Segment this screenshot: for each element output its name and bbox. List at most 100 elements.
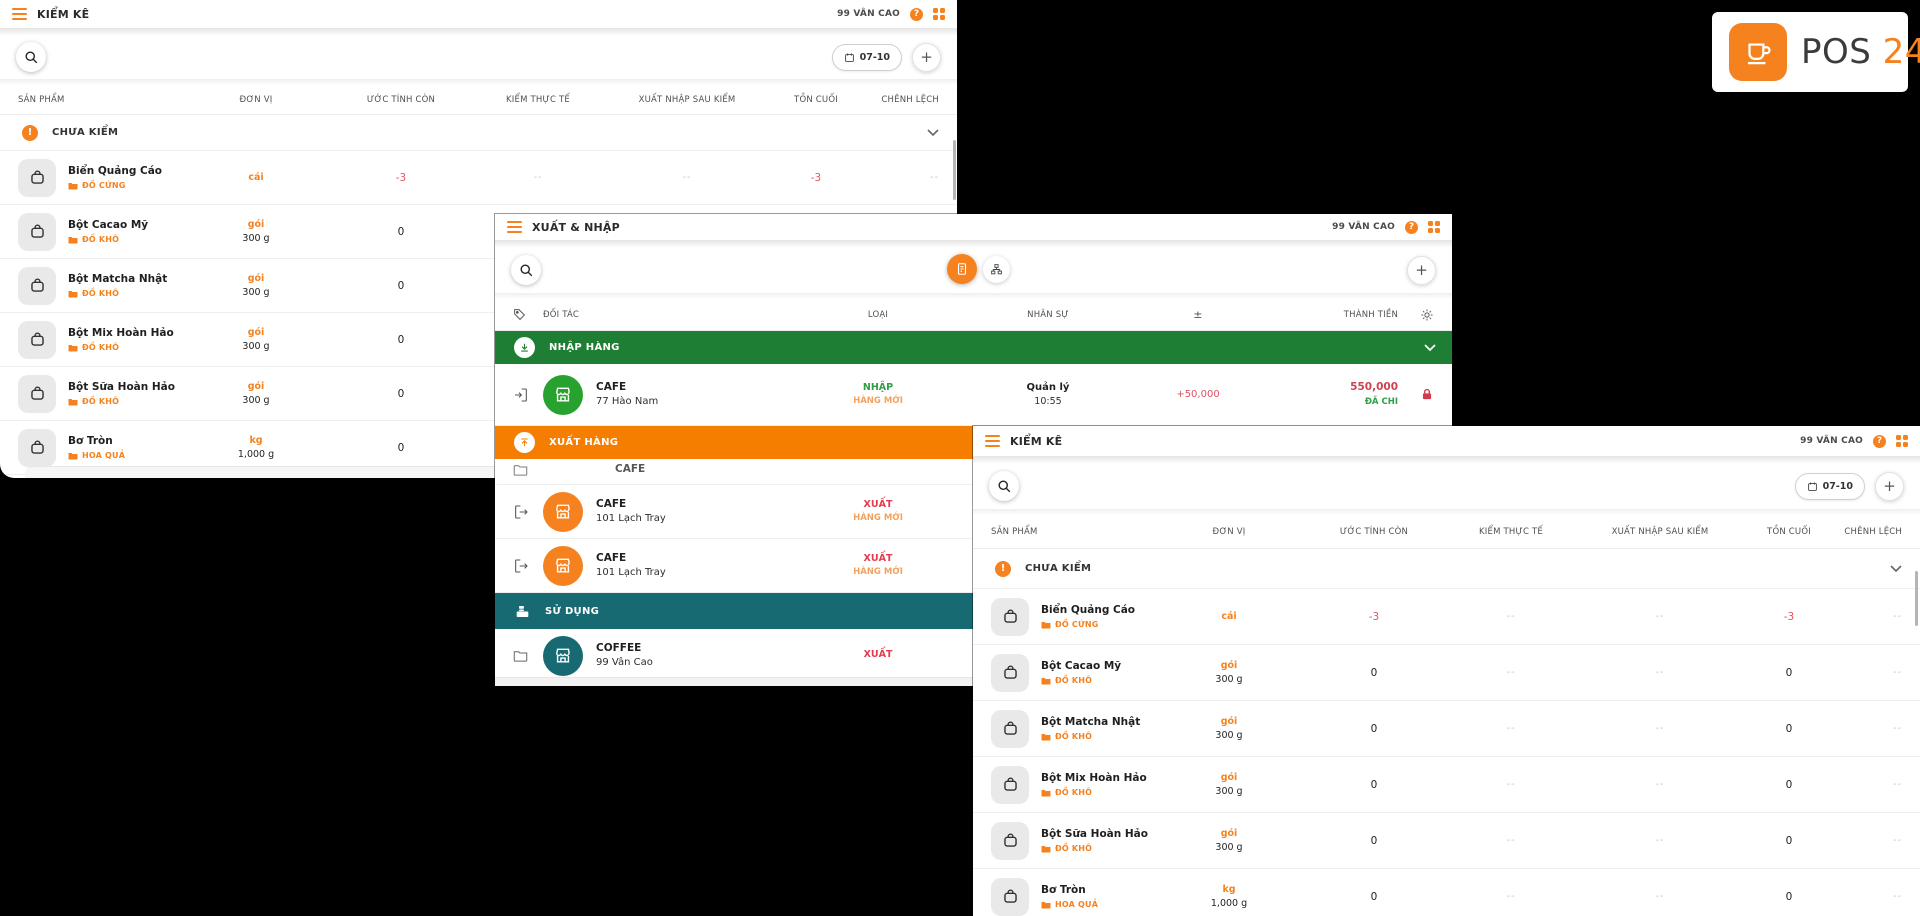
estimated-value: 0 [1370,722,1378,735]
product-name: Bột Sữa Hoàn Hảo [68,380,175,393]
table-header: ĐỐI TÁC LOẠI NHÂN SỰ ± THÀNH TIỀN [495,299,1452,331]
window-kiemke-2: KIỂM KÊ 99 VÂN CAO ? 07-10 + SẢN PHẨM ĐƠ… [973,426,1920,916]
chevron-down-icon[interactable] [1424,343,1436,352]
type-sub-label: HÀNG MỚI [853,396,903,407]
divider [973,509,1920,515]
section-chua-kiem[interactable]: ! CHƯA KIỂM [973,549,1920,589]
help-icon[interactable]: ? [1873,434,1886,448]
after-check-value: -- [1655,611,1665,622]
table-header: SẢN PHẨM ĐƠN VỊ ƯỚC TÍNH CÒN KIỂM THỰC T… [973,515,1920,549]
apps-grid-icon[interactable] [933,8,945,20]
search-icon [998,480,1010,492]
estimated-value: 0 [1370,666,1378,679]
menu-icon[interactable] [985,435,1000,447]
col-after-check: XUẤT NHẬP SAU KIỂM [1611,526,1709,537]
table-row[interactable]: Bột Mix Hoàn Hảo ĐỒ KHÔ gói 300 g 0 [0,313,957,367]
amount-change: +50,000 [1176,389,1220,400]
apps-grid-icon[interactable] [1896,435,1908,447]
estimated-value: 0 [397,279,405,292]
add-button[interactable]: + [1407,255,1436,285]
divider [495,293,1452,299]
page-title: KIỂM KÊ [37,7,90,21]
product-name: Bột Mix Hoàn Hảo [1041,771,1147,784]
invoice-filter-button[interactable] [947,254,977,284]
partner-address: 99 Vân Cao [596,657,653,669]
table-row[interactable]: Bột Matcha Nhật ĐỒ KHÔ gói 300 g 0 [0,259,957,313]
sitemap-filter-button[interactable] [983,255,1010,283]
table-row[interactable]: Biển Quảng Cáo ĐỒ CỨNG cái -3 -- -- -3 -… [0,151,957,205]
estimated-value: 0 [1370,834,1378,847]
table-row[interactable]: Biển Quảng Cáo ĐỒ CỨNG cái -3 -- -- -3 -… [973,589,1920,645]
menu-icon[interactable] [507,221,522,233]
bag-icon [1003,833,1017,847]
brand-text: POS 247 [1801,32,1920,72]
unit-sub: 1,000 g [1210,897,1248,909]
section-label: NHẬP HÀNG [549,342,620,353]
search-icon [25,51,37,63]
diff-value: -- [1893,611,1902,622]
account-name[interactable]: 99 VÂN CAO [837,9,900,19]
folder-outline-icon [513,465,528,476]
menu-icon[interactable] [12,8,27,20]
search-button[interactable] [989,471,1019,501]
transaction-row-nhap[interactable]: CAFE 77 Hào Nam NHẬP HÀNG MỚI Quản lý 10… [495,364,1452,426]
export-document-icon [515,504,528,519]
table-row[interactable]: Bột Matcha Nhật ĐỒ KHÔ gói 300 g 0 -- -- … [973,701,1920,757]
section-chua-kiem[interactable]: ! CHƯA KIỂM [0,115,957,151]
estimated-value: -3 [395,171,407,184]
section-nhap-hang[interactable]: NHẬP HÀNG [495,331,1452,364]
chevron-down-icon[interactable] [1890,564,1902,573]
after-check-value: -- [1655,835,1665,846]
diff-value: -- [1893,723,1902,734]
product-category: ĐỒ KHÔ [1055,732,1093,742]
actual-value: -- [1506,891,1516,902]
unit-value: gói [247,273,265,285]
help-icon[interactable]: ? [910,7,923,21]
page-title: KIỂM KÊ [1010,434,1063,448]
bag-icon [1003,665,1017,679]
settings-gear-icon [1421,308,1433,321]
storefront-icon [543,374,583,415]
table-row[interactable]: Bột Cacao Mỹ ĐỒ KHÔ gói 300 g 0 -- -- 0 -… [973,645,1920,701]
actual-value: -- [1506,611,1516,622]
partner-address: 77 Hào Nam [596,396,659,408]
partner-address: 101 Lạch Tray [596,567,666,579]
table-row[interactable]: Bơ Tròn HOA QUẢ kg 1,000 g 0 -- -- 0 -- [973,869,1920,916]
account-name[interactable]: 99 VÂN CAO [1332,222,1395,232]
sitemap-icon [991,263,1002,274]
help-icon[interactable]: ? [1405,220,1418,234]
scrollbar[interactable] [1915,571,1918,626]
after-check-value: -- [1655,891,1665,902]
add-button[interactable]: + [1875,471,1904,501]
apps-grid-icon[interactable] [1428,221,1440,233]
transaction-row-sudung[interactable]: COFFEE 99 Vân Cao XUẤT [495,629,1452,683]
folder-icon [1041,733,1051,741]
product-placeholder-icon [18,320,56,359]
folder-icon [1041,845,1051,853]
folder-icon [68,236,78,244]
date-filter-button[interactable]: 07-10 [831,43,902,71]
total-amount: 550,000 [1350,381,1398,394]
product-placeholder-icon [18,158,56,197]
chevron-down-icon[interactable] [927,128,939,137]
account-name[interactable]: 99 VÂN CAO [1800,436,1863,446]
scrollbar[interactable] [953,140,956,200]
unit-sub: 300 g [242,286,270,298]
date-filter-button[interactable]: 07-10 [1794,472,1865,500]
product-category: HOA QUẢ [1055,900,1099,910]
col-unit: ĐƠN VỊ [239,94,273,105]
search-button[interactable] [16,42,46,72]
date-filter-label: 07-10 [1822,480,1853,492]
estimated-value: 0 [397,441,405,454]
coffee-cup-icon [1729,23,1787,81]
table-row[interactable]: Bột Sữa Hoàn Hảo ĐỒ KHÔ gói 300 g 0 [0,367,957,421]
product-placeholder-icon [991,821,1029,860]
search-button[interactable] [511,255,541,285]
col-total: THÀNH TIỀN [1343,309,1398,320]
table-row[interactable]: Bột Sữa Hoàn Hảo ĐỒ KHÔ gói 300 g 0 -- --… [973,813,1920,869]
folder-icon [68,398,78,406]
final-stock-value: 0 [1785,666,1793,679]
add-button[interactable]: + [912,42,941,72]
table-row[interactable]: Bột Mix Hoàn Hảo ĐỒ KHÔ gói 300 g 0 -- --… [973,757,1920,813]
table-row[interactable]: Bột Cacao Mỹ ĐỒ KHÔ gói 300 g 0 [0,205,957,259]
